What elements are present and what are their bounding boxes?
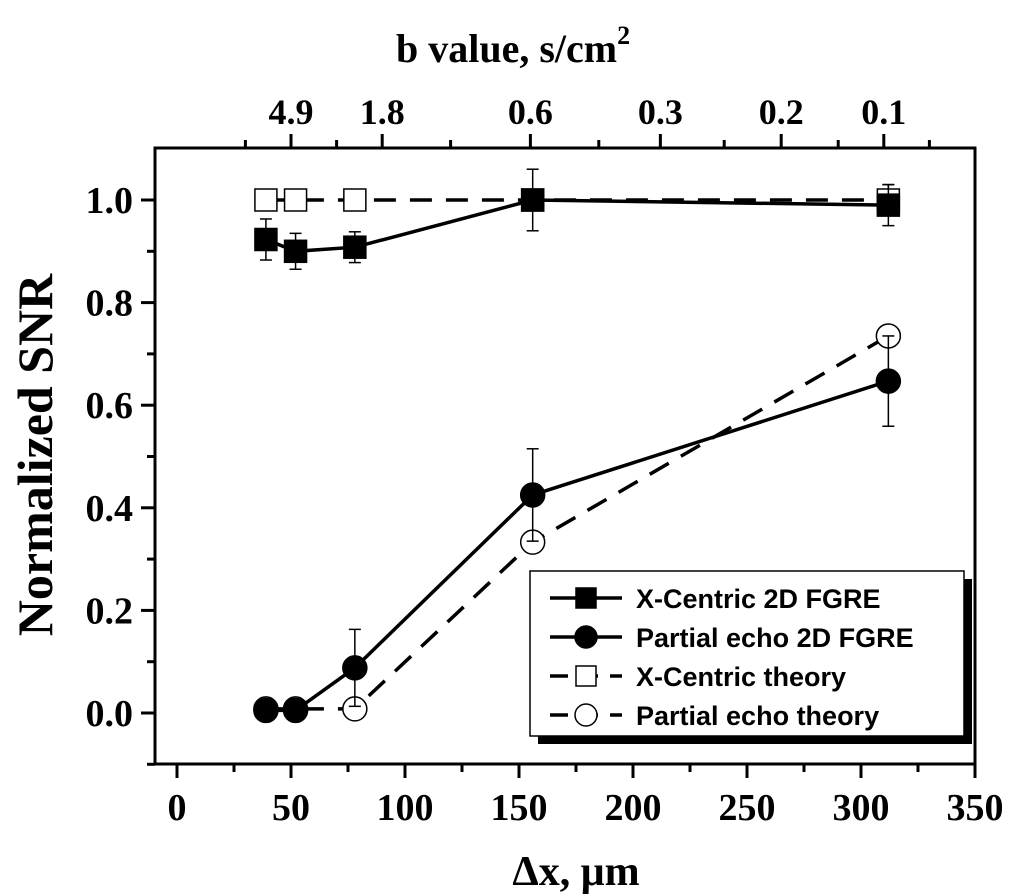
y-tick-label: 0.6 [86,385,134,427]
data-point [875,368,902,394]
data-point [575,665,597,687]
y-tick-label: 0.4 [86,488,134,530]
data-point [519,482,546,508]
top-axis: 4.9 1.8 0.6 0.3 0.2 0.1 [243,92,931,148]
y-tick-label: 1.0 [86,180,134,222]
series-x-centric-2d-fgre [254,183,901,271]
data-point [283,239,308,264]
top-tick-label: 1.8 [360,92,405,132]
x-tick-label: 300 [833,787,890,829]
data-point [876,193,901,217]
y-tick-label: 0.2 [86,590,134,632]
legend-label: Partial echo 2D FGRE [636,623,914,653]
top-tick-label: 0.3 [638,92,683,132]
x-tick-label: 50 [272,787,310,829]
top-tick-label: 0.2 [759,92,804,132]
top-tick-label: 0.6 [508,92,553,132]
x-axis-title: Δx, μm [512,849,639,895]
series-layer [253,168,902,724]
data-point [253,697,279,724]
x-tick-label: 250 [719,787,776,829]
x-tick-label: 150 [491,787,548,829]
data-point [254,227,278,252]
data-point [283,188,308,212]
x-tick-label: 350 [947,787,1004,829]
x-tick-label: 100 [377,787,434,829]
y-axis-title: Normalized SNR [7,273,63,636]
data-point [574,625,598,649]
left-axis: 0.0 0.2 0.4 0.6 0.8 1.0 [86,180,155,766]
x-tick-label: 0 [168,787,187,829]
x-tick-label: 200 [605,787,662,829]
legend: X-Centric 2D FGRE Partial echo 2D FGRE X-C… [529,570,972,744]
series-partial-echo-2d-fgre [253,335,902,724]
data-point [343,235,367,259]
data-point [575,587,597,609]
data-point [282,697,309,724]
top-tick-label: 4.9 [269,92,314,132]
data-point [254,188,278,212]
top-tick-label: 0.1 [861,92,906,132]
legend-label: X-Centric 2D FGRE [636,584,881,614]
y-tick-label: 0.8 [86,283,134,325]
top-axis-title-superscript: 2 [617,21,630,50]
legend-label: Partial echo theory [636,701,879,731]
top-axis-title-main: b value, s/cm [396,26,617,71]
bottom-axis: 0 50 100 150 200 250 300 350 [168,764,1004,829]
legend-box [529,570,965,737]
y-tick-label: 0.0 [86,693,134,735]
data-point [343,188,367,212]
data-point [574,703,598,727]
legend-label: X-Centric theory [636,662,846,692]
data-point [520,188,545,212]
data-point [342,655,368,681]
top-axis-title: b value, s/cm2 [396,21,630,71]
